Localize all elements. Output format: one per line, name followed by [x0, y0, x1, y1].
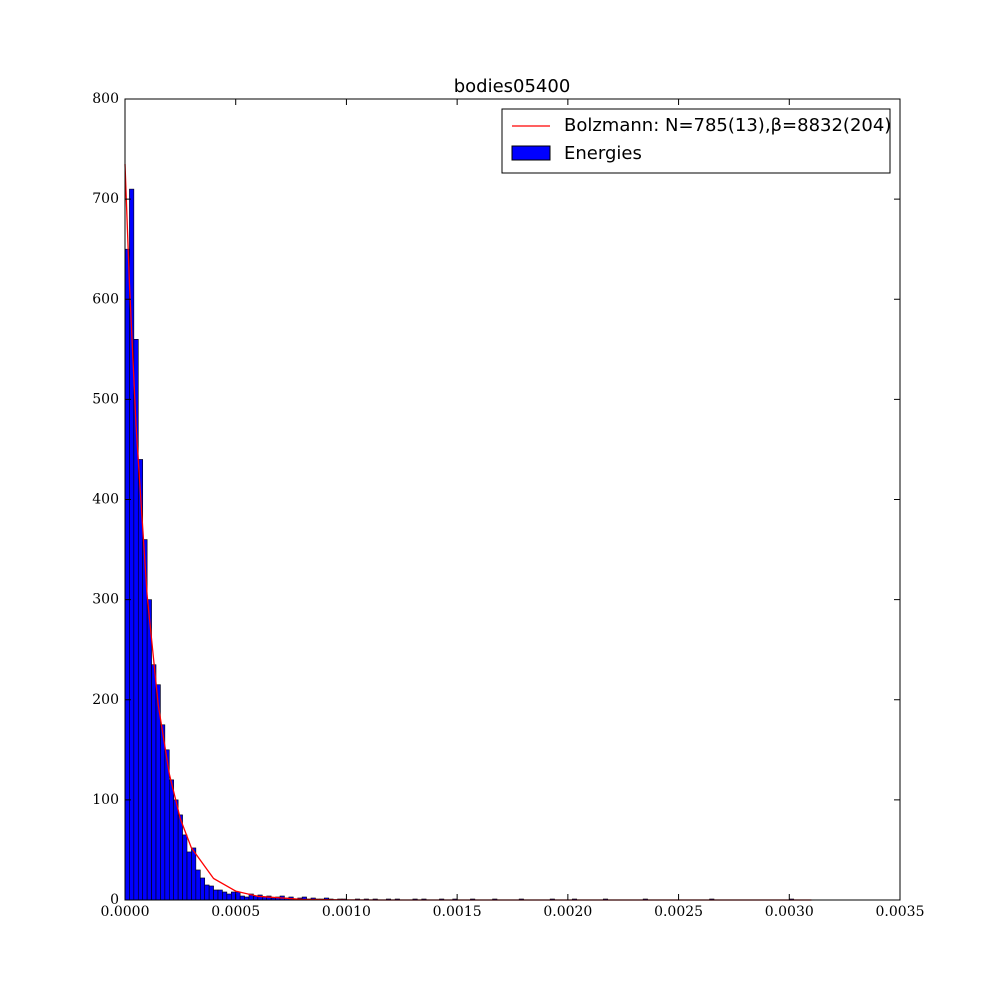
- legend-box: [501, 108, 891, 174]
- histogram-bar: [177, 814, 183, 901]
- y-tick-label: 400: [92, 492, 119, 508]
- y-tick-label: 0: [110, 892, 119, 908]
- histogram-bar: [204, 884, 210, 901]
- y-tick-label: 100: [92, 792, 119, 808]
- histogram-bar: [151, 664, 157, 901]
- histogram-bar: [186, 851, 192, 901]
- x-tick-label: 0.0025: [654, 904, 703, 920]
- histogram-bar: [168, 779, 175, 901]
- x-tick-label: 0.0015: [433, 904, 482, 920]
- chart-title: bodies05400: [454, 76, 571, 97]
- histogram-bar: [173, 799, 179, 901]
- histogram-bar: [182, 834, 188, 901]
- x-tick-label: 0.0010: [322, 904, 371, 920]
- x-tick-label: 0.0035: [876, 904, 925, 920]
- x-tick-label: 0.0005: [211, 904, 260, 920]
- x-tick-label: 0.0020: [543, 904, 592, 920]
- histogram-bar: [160, 724, 166, 901]
- histogram-bar: [208, 885, 214, 901]
- y-tick-label: 300: [92, 592, 119, 608]
- histogram-bar: [239, 895, 245, 901]
- x-tick-label: 0.0000: [101, 904, 150, 920]
- histogram-bar: [217, 889, 223, 901]
- legend-label: Energies: [564, 143, 642, 164]
- histogram-bar: [235, 891, 241, 901]
- histogram-bar: [195, 869, 201, 901]
- histogram-bar: [230, 891, 237, 901]
- y-tick-label: 700: [92, 191, 119, 207]
- y-tick-label: 500: [92, 391, 119, 407]
- histogram-bar: [191, 847, 197, 901]
- histogram-bar: [226, 893, 232, 901]
- y-tick-label: 200: [92, 692, 119, 708]
- histogram-bar: [199, 877, 206, 901]
- histogram-bar: [222, 891, 228, 901]
- histogram-bar: [213, 889, 219, 901]
- legend-patch: [511, 145, 551, 161]
- histogram-bar: [146, 599, 152, 901]
- y-tick-label: 600: [92, 291, 119, 307]
- legend-label: Bolzmann: N=785(13),β=8832(204): [564, 115, 891, 136]
- x-tick-label: 0.0030: [765, 904, 814, 920]
- y-tick-label: 800: [92, 91, 119, 107]
- histogram-bar: [124, 248, 130, 901]
